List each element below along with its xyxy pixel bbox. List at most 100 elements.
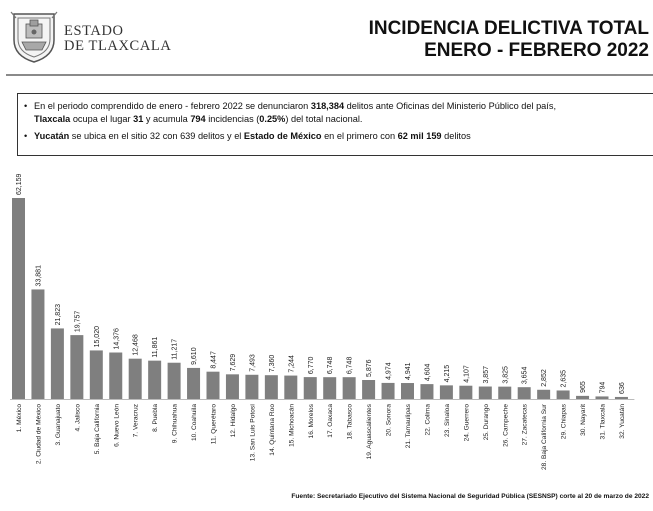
info-highlight: 62 mil 159	[397, 131, 442, 141]
bar	[187, 367, 201, 399]
source-note: Fuente: Secretariado Ejecutivo del Siste…	[291, 493, 649, 500]
data-label: 7,493	[249, 354, 256, 372]
data-label: 2,635	[561, 370, 568, 388]
category-tick-label: 28. Baja California Sur	[541, 403, 548, 470]
bar	[167, 362, 181, 399]
info-highlight: Estado de México	[243, 131, 322, 141]
category-tick-label: 19. Aguascalientes	[366, 403, 373, 459]
data-label: 6,748	[327, 357, 334, 375]
data-label: 62,159	[16, 173, 23, 195]
data-label: 11,861	[152, 337, 159, 358]
org-name-line2: DE TLAXCALA	[64, 38, 172, 54]
bar	[245, 374, 259, 399]
bar	[420, 384, 434, 399]
incidence-bar-chart: 62,159 1. México 33,881 2. Ciudad de México…	[10, 173, 635, 470]
data-label: 8,447	[211, 351, 218, 369]
bar	[50, 328, 64, 399]
data-label: 9,610	[191, 347, 198, 365]
bar	[225, 374, 239, 399]
bar	[70, 335, 84, 399]
info-text: ocupa el lugar	[70, 113, 134, 124]
bar	[264, 375, 278, 399]
info-highlight: 0.25%	[259, 113, 286, 124]
info-highlight: Yucatán	[34, 131, 70, 141]
data-label: 3,857	[483, 366, 490, 384]
category-tick-label: 22. Colima	[424, 404, 431, 436]
data-label: 3,654	[522, 367, 529, 385]
info-highlight: Tlaxcala	[34, 113, 71, 124]
category-tick-label: 17. Oaxaca	[327, 404, 334, 438]
category-tick-label: 31. Tlaxcala	[600, 404, 607, 440]
info-bullet-2: Yucatán se ubica en el sitio 32 con 639 …	[24, 130, 653, 143]
page-title-line2: ENERO - FEBRERO 2022	[424, 40, 649, 61]
org-name: ESTADO DE TLAXCALA	[64, 24, 171, 54]
header-divider	[6, 74, 653, 76]
data-label: 7,629	[230, 354, 237, 372]
data-label: 5,876	[366, 359, 373, 377]
category-tick-label: 2. Ciudad de México	[35, 404, 42, 464]
data-label: 965	[580, 381, 587, 393]
data-label: 19,757	[74, 311, 81, 333]
category-tick-label: 1. México	[16, 404, 23, 433]
category-tick-label: 7. Veracruz	[133, 404, 140, 437]
data-label: 15,020	[94, 326, 101, 348]
category-tick-label: 6. Nuevo León	[113, 404, 120, 447]
category-tick-label: 14. Quintana Roo	[269, 404, 276, 456]
category-tick-label: 20. Sonora	[386, 404, 393, 437]
data-label: 11,217	[172, 339, 179, 360]
category-tick-label: 5. Baja California	[94, 404, 101, 455]
info-bullet-1: En el periodo comprendido de enero - feb…	[24, 100, 653, 125]
bar	[342, 377, 356, 399]
bar	[206, 371, 220, 399]
info-highlight: 31	[133, 113, 144, 124]
info-box: En el periodo comprendido de enero - feb…	[17, 93, 653, 156]
bar	[517, 387, 531, 399]
data-label: 2,852	[541, 369, 548, 387]
bar	[31, 289, 45, 399]
info-text: y acumula	[143, 113, 191, 124]
bar	[89, 350, 103, 399]
bar	[478, 386, 492, 399]
data-label: 7,244	[288, 355, 295, 373]
info-text: en el primero con	[321, 131, 398, 141]
info-highlight: 794	[190, 113, 206, 124]
bar	[362, 379, 376, 399]
category-tick-label: 9. Chihuahua	[172, 404, 179, 444]
info-text: se ubica en el sitio 32 con 639 delitos …	[69, 131, 244, 141]
state-emblem-logo	[8, 8, 60, 64]
category-tick-label: 12. Hidalgo	[230, 404, 237, 438]
data-label: 4,107	[463, 365, 470, 383]
bar	[537, 389, 551, 399]
category-tick-label: 21. Tamaulipas	[405, 403, 412, 448]
category-tick-label: 32. Yucatán	[619, 404, 626, 439]
data-label: 21,823	[55, 304, 62, 326]
data-label: 6,770	[308, 356, 315, 374]
bar	[381, 382, 395, 399]
category-tick-label: 10. Coahuila	[191, 404, 198, 441]
category-tick-label: 13. San Luis Potosí	[249, 404, 256, 461]
bar	[128, 358, 142, 399]
bar	[459, 385, 473, 399]
info-text: ) del total nacional.	[285, 113, 363, 124]
info-text: incidencias (	[205, 113, 260, 124]
category-tick-label: 11. Querétaro	[211, 404, 218, 445]
category-tick-label: 18. Tabasco	[347, 404, 354, 440]
data-label: 4,941	[405, 362, 412, 380]
category-tick-label: 3. Guanajuato	[55, 404, 62, 446]
data-label: 12,468	[133, 334, 140, 356]
category-tick-label: 30. Nayarit	[580, 404, 587, 436]
data-label: 794	[600, 382, 607, 394]
data-label: 14,376	[113, 328, 120, 350]
category-tick-label: 16. Morelos	[308, 403, 315, 438]
data-label: 4,974	[386, 362, 393, 380]
category-tick-label: 27. Zacatecas	[522, 403, 529, 445]
bar	[303, 377, 317, 399]
bar	[595, 396, 609, 399]
bar	[439, 385, 453, 399]
data-label: 636	[619, 382, 626, 394]
org-name-line1: ESTADO	[64, 23, 124, 39]
data-label: 4,215	[444, 365, 451, 383]
category-tick-label: 29. Chiapas	[561, 403, 568, 439]
bar	[401, 383, 414, 399]
page-title-line1: INCIDENCIA DELICTIVA TOTAL	[368, 18, 649, 39]
